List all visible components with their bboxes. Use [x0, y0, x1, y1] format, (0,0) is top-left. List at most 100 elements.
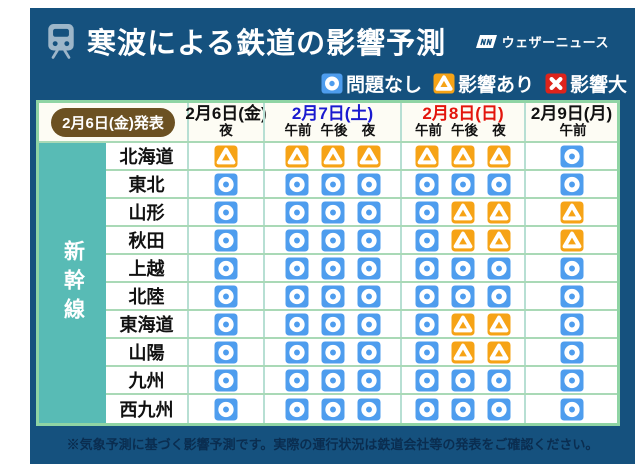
no-problem-icon — [321, 257, 345, 280]
impact-icon — [451, 341, 475, 364]
forecast-cell — [524, 367, 617, 393]
line-name: 上越 — [128, 259, 165, 279]
table-row: 北陸 — [106, 283, 617, 311]
no-problem-icon — [415, 313, 439, 336]
impact-icon — [560, 229, 584, 252]
forecast-cell — [187, 339, 263, 365]
weathernews-logo-icon — [475, 34, 497, 49]
no-problem-icon — [321, 173, 345, 196]
impact-icon — [357, 145, 381, 168]
no-problem-icon — [487, 173, 511, 196]
column-header-day1: 2月6日(金) 夜 — [185, 103, 267, 141]
table-row: 九州 — [106, 367, 617, 395]
table-rows: 北海道 東北 山形 秋田 上越 北陸 東海道 山陽 九州 西九州 — [106, 143, 617, 423]
table-row: 東海道 — [106, 311, 617, 339]
no-problem-icon — [214, 369, 238, 392]
table-row: 東北 — [106, 171, 617, 199]
period-label: 夜 — [219, 123, 233, 138]
no-problem-icon — [451, 257, 475, 280]
no-problem-icon — [285, 229, 309, 252]
no-problem-icon — [451, 369, 475, 392]
no-problem-icon — [415, 398, 439, 421]
forecast-cell — [263, 143, 400, 169]
forecast-cell — [400, 255, 524, 281]
impact-icon — [415, 145, 439, 168]
no-problem-icon — [415, 257, 439, 280]
forecast-cell — [400, 199, 524, 225]
no-problem-icon — [285, 173, 309, 196]
no-problem-icon — [560, 173, 584, 196]
no-problem-icon — [321, 201, 345, 224]
train-icon — [44, 23, 78, 59]
no-problem-icon — [451, 285, 475, 308]
no-problem-icon — [214, 173, 238, 196]
no-problem-icon — [357, 229, 381, 252]
no-problem-icon — [321, 73, 343, 94]
legend-item-ok: 問題なし — [321, 70, 422, 97]
period-label: 午後 — [320, 123, 348, 138]
impact-icon — [321, 145, 345, 168]
no-problem-icon — [487, 285, 511, 308]
forecast-cell — [400, 395, 524, 423]
no-problem-icon — [560, 145, 584, 168]
legend-label: 問題なし — [345, 75, 422, 96]
forecast-cell — [524, 311, 617, 337]
no-problem-icon — [321, 341, 345, 364]
forecast-cell — [400, 143, 524, 169]
forecast-cell — [263, 339, 400, 365]
line-name: 東海道 — [119, 315, 174, 335]
impact-icon — [487, 313, 511, 336]
table-row: 西九州 — [106, 395, 617, 423]
forecast-cell — [263, 199, 400, 225]
no-problem-icon — [214, 398, 238, 421]
announcement-cell: 2月6日(金)発表 — [39, 103, 187, 141]
no-problem-icon — [285, 398, 309, 421]
forecast-cell — [263, 367, 400, 393]
table-body: 新幹線 北海道 東北 山形 秋田 上越 北陸 東海道 山陽 九州 西九州 — [39, 143, 617, 423]
line-name: 東北 — [128, 175, 165, 195]
forecast-cell — [524, 283, 617, 309]
no-problem-icon — [321, 398, 345, 421]
legend: 問題なし 影響あり 影響大 — [321, 70, 627, 97]
no-problem-icon — [285, 313, 309, 336]
forecast-cell — [187, 171, 263, 197]
no-problem-icon — [321, 313, 345, 336]
forecast-cell — [187, 227, 263, 253]
forecast-cell — [524, 143, 617, 169]
forecast-cell — [263, 171, 400, 197]
forecast-table: 2月6日(金)発表 2月6日(金) 夜 2月7日(土) 午前 午後夜 2月8日(日… — [36, 100, 620, 426]
forecast-cell — [524, 395, 617, 423]
forecast-cell — [400, 339, 524, 365]
forecast-cell — [263, 255, 400, 281]
no-problem-icon — [321, 369, 345, 392]
footer-note: ※気象予測に基づく影響予測です。実際の運行状況は鉄道会社等の発表をご確認ください… — [66, 437, 599, 452]
forecast-cell — [187, 367, 263, 393]
no-problem-icon — [285, 341, 309, 364]
no-problem-icon — [214, 341, 238, 364]
impact-icon — [451, 229, 475, 252]
no-problem-icon — [357, 285, 381, 308]
forecast-cell — [524, 227, 617, 253]
legend-label: 影響あり — [457, 75, 534, 96]
forecast-cell — [524, 171, 617, 197]
impact-icon — [451, 313, 475, 336]
no-problem-icon — [285, 257, 309, 280]
forecast-cell — [263, 227, 400, 253]
no-problem-icon — [560, 341, 584, 364]
forecast-cell — [187, 283, 263, 309]
forecast-cell — [400, 171, 524, 197]
period-label: 午前 — [559, 123, 587, 138]
no-problem-icon — [487, 398, 511, 421]
no-problem-icon — [285, 285, 309, 308]
no-problem-icon — [487, 369, 511, 392]
line-name: 山陽 — [128, 343, 165, 363]
forecast-cell — [400, 227, 524, 253]
period-label: 夜 — [361, 123, 376, 138]
brand-name: ウェザーニュース — [501, 35, 609, 50]
no-problem-icon — [357, 369, 381, 392]
forecast-cell — [524, 199, 617, 225]
forecast-cell — [400, 367, 524, 393]
forecast-cell — [263, 395, 400, 423]
legend-item-warn: 影響あり — [433, 70, 534, 97]
